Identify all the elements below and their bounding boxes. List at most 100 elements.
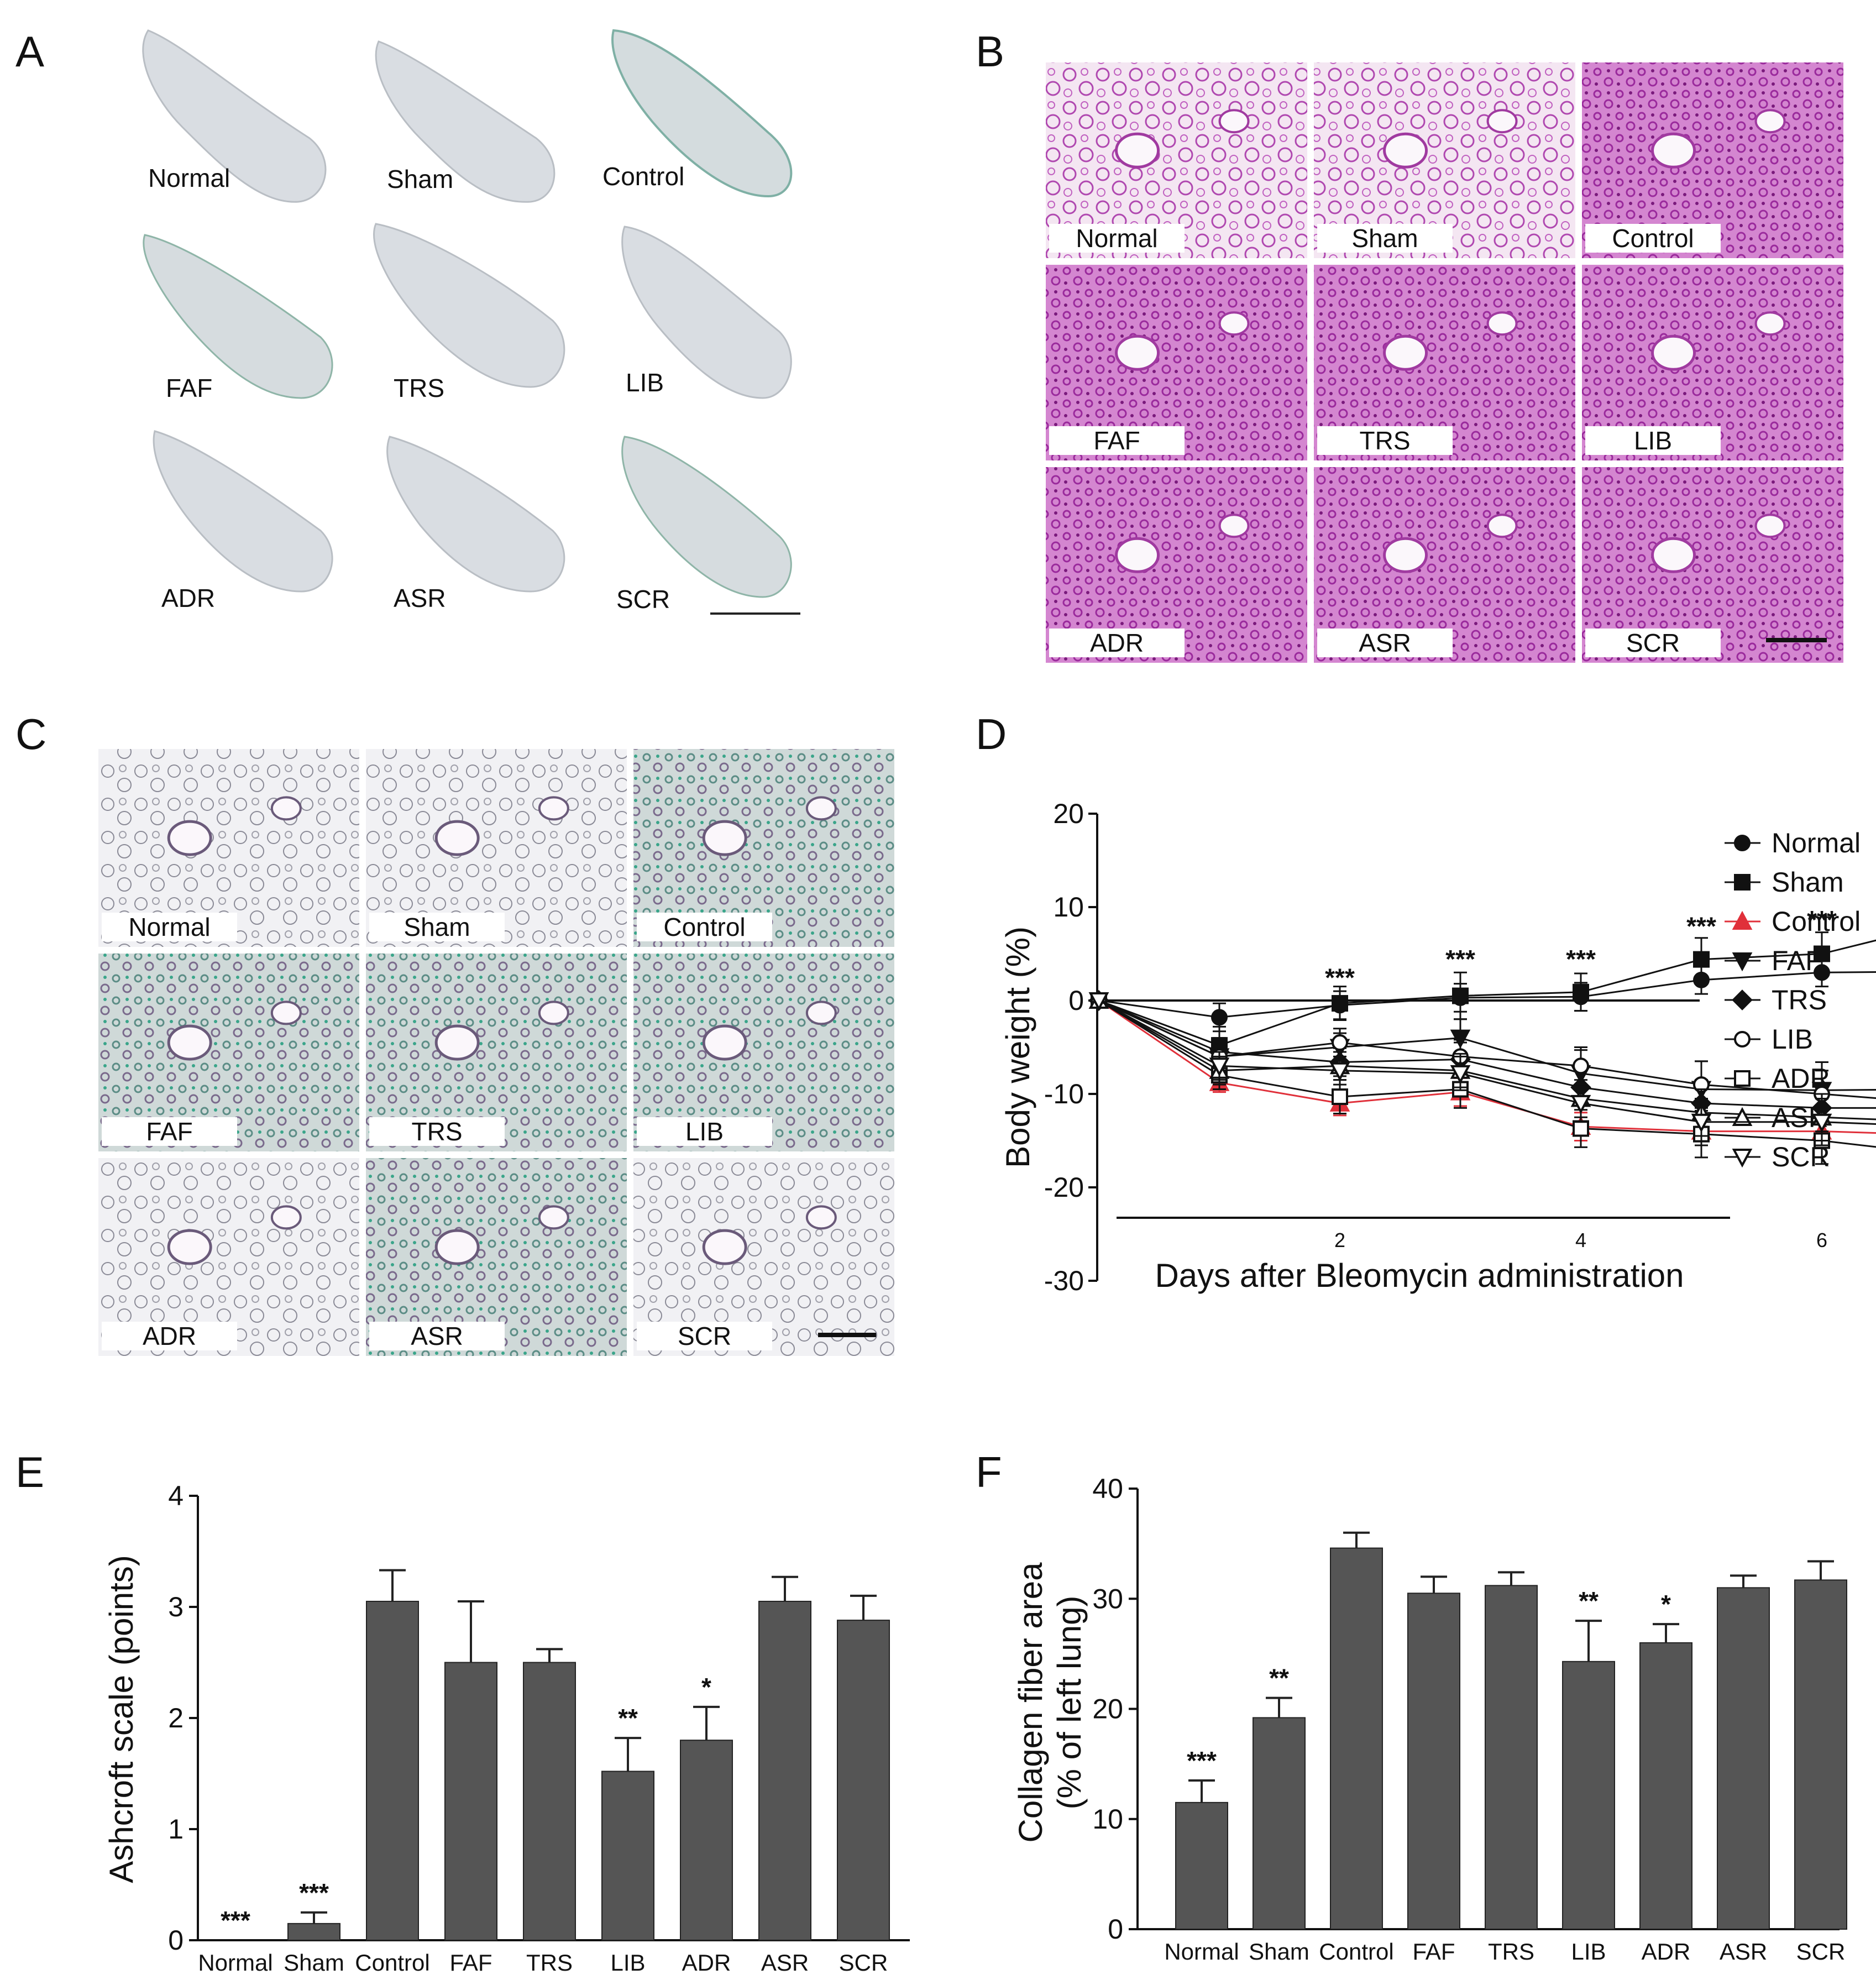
tissue-image-scr: SCR <box>1582 467 1843 663</box>
image-label-box <box>1585 426 1721 455</box>
bar <box>758 1600 811 1941</box>
lung-section-scr: SCR <box>616 436 792 614</box>
tissue-image-trs: TRS <box>366 954 627 1151</box>
x-tick-label: ASR <box>761 1950 809 1976</box>
lung-section-adr: ADR <box>153 430 333 612</box>
image-label: SCR <box>678 1322 731 1350</box>
legend-label: SCR <box>1772 1141 1830 1172</box>
panel-c: C Normal Sham Control FAF TRS LIB ADR ASR SCR <box>15 710 894 1356</box>
airway-lumen <box>1651 334 1696 371</box>
airway-lumen <box>434 1229 480 1265</box>
x-tick-label: 4 <box>1575 1229 1586 1251</box>
bar <box>837 1620 890 1941</box>
bar <box>1407 1593 1460 1930</box>
legend-label: Control <box>1772 906 1861 937</box>
series-scr: SCR <box>1088 992 1876 1172</box>
data-point <box>1329 1062 1350 1081</box>
significance-mark: ** <box>618 1704 638 1732</box>
tissue-image-trs: TRS <box>1314 265 1575 460</box>
image-label-box <box>102 1117 237 1146</box>
legend-label: Normal <box>1772 827 1861 858</box>
tissue-image-adr: ADR <box>1046 467 1307 663</box>
y-tick-label: 0 <box>1068 985 1084 1016</box>
data-point <box>1732 910 1753 930</box>
significance-mark: *** <box>1686 912 1716 941</box>
image-label-box <box>1585 224 1721 253</box>
x-tick-label: Normal <box>1164 1939 1239 1965</box>
tissue-image-normal: Normal <box>1046 62 1307 258</box>
y-tick-label: 4 <box>168 1480 184 1511</box>
airway-lumen <box>1651 537 1696 573</box>
lung-label-faf: FAF <box>166 374 212 402</box>
significance-mark: ** <box>1269 1664 1289 1693</box>
series-control: Control <box>1088 906 1876 1146</box>
x-tick-label: 6 <box>1816 1229 1827 1251</box>
bar-group-adr: * ADR <box>680 1673 733 1976</box>
x-tick-label: Sham <box>1249 1939 1309 1965</box>
bar <box>287 1923 340 1941</box>
bar <box>1485 1585 1538 1930</box>
image-label-box <box>369 1117 505 1146</box>
image-label: ADR <box>1090 629 1144 657</box>
series-line <box>1098 971 1876 1018</box>
series-line <box>1098 999 1876 1125</box>
panel-e: E 0 1 2 3 4 *** Normal *** Sham Control FAF TRS ** LI… <box>15 1448 910 1976</box>
tissue-image-control: Control <box>1582 62 1843 258</box>
collagen-bar-chart: 0 10 20 30 40 *** Normal ** Sham Control FAF TRS ** L… <box>1012 1473 1847 1965</box>
y-tick-label: 1 <box>168 1814 184 1845</box>
y-tick-label: -20 <box>1044 1172 1084 1203</box>
image-label-box <box>1317 629 1453 657</box>
tissue-image-faf: FAF <box>1046 265 1307 460</box>
bar-group-scr: SCR <box>837 1594 890 1976</box>
image-label-box <box>637 1322 772 1350</box>
y-tick-label: -30 <box>1044 1265 1084 1296</box>
y-tick-label: 0 <box>1108 1914 1123 1945</box>
data-point <box>1732 989 1753 1010</box>
image-label-box <box>1049 426 1185 455</box>
y-axis-title: Ashcroft scale (points) <box>103 1555 140 1883</box>
image-label: Normal <box>128 913 210 941</box>
bar-group-asr: ASR <box>758 1575 811 1976</box>
y-tick-label: 20 <box>1092 1694 1123 1725</box>
significance-mark: *** <box>1445 945 1475 973</box>
bar <box>1330 1547 1383 1930</box>
x-tick-label: SCR <box>839 1950 888 1976</box>
panel-b: B Normal Sham Control FAF TRS LIB ADR ASR SCR <box>976 27 1843 663</box>
bar-group-faf: FAF <box>1407 1575 1460 1965</box>
series-adr: ADR <box>1091 992 1876 1165</box>
data-point <box>1450 1065 1471 1085</box>
x-tick-label: Sham <box>284 1950 344 1976</box>
x-tick-label: TRS <box>526 1950 573 1976</box>
y-axis-title-line1: Collagen fiber area <box>1012 1562 1049 1843</box>
vessel-lumen <box>1754 311 1786 336</box>
x-tick-label: ADR <box>682 1950 731 1976</box>
bar <box>680 1740 733 1941</box>
lung-section-lib: LIB <box>621 226 792 399</box>
data-point <box>1573 1120 1589 1137</box>
image-label-box <box>102 913 237 941</box>
significance-mark: ** <box>1579 1586 1599 1615</box>
y-tick-label: 30 <box>1092 1583 1123 1614</box>
y-tick-label: 3 <box>168 1591 184 1622</box>
data-point <box>1732 952 1753 972</box>
lung-section-faf: FAF <box>143 234 333 402</box>
bar <box>1794 1579 1847 1930</box>
series-line <box>1098 999 1876 1099</box>
x-tick-label: TRS <box>1488 1939 1534 1965</box>
airway-lumen <box>702 1024 747 1061</box>
x-tick-label: FAF <box>1412 1939 1455 1965</box>
image-label: ASR <box>1359 629 1411 657</box>
airway-lumen <box>1383 132 1428 169</box>
series-line <box>1098 999 1876 1091</box>
image-label: TRS <box>412 1117 463 1146</box>
y-tick-label: 10 <box>1053 892 1084 923</box>
lung-label-trs: TRS <box>394 374 444 402</box>
lung-label-adr: ADR <box>161 584 215 612</box>
image-label-box <box>102 1322 237 1350</box>
legend-label: Sham <box>1772 867 1844 898</box>
data-point <box>1209 1057 1230 1077</box>
